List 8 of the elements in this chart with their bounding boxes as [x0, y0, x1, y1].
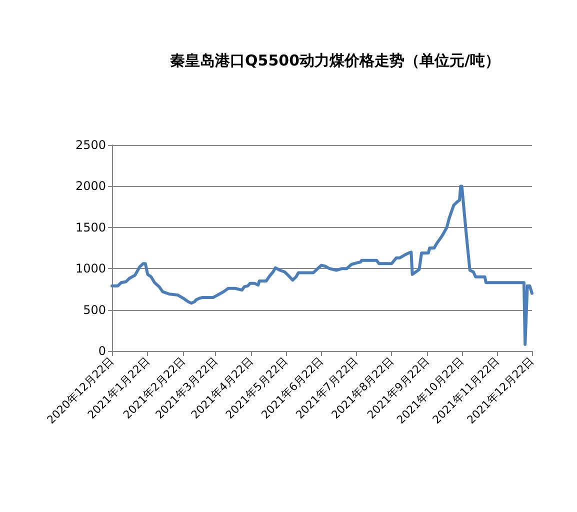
y-tick-label: 2500: [75, 138, 106, 152]
chart-title: 秦皇岛港口Q5500动力煤价格走势（单位元/吨）: [170, 52, 500, 70]
line-series: [110, 184, 534, 346]
y-tick-label: 0: [98, 344, 106, 358]
y-tick-label: 2000: [75, 179, 106, 194]
y-tick-label: 500: [83, 302, 106, 317]
y-tick-label: 1500: [75, 220, 106, 234]
y-tick-label: 1000: [75, 262, 106, 276]
